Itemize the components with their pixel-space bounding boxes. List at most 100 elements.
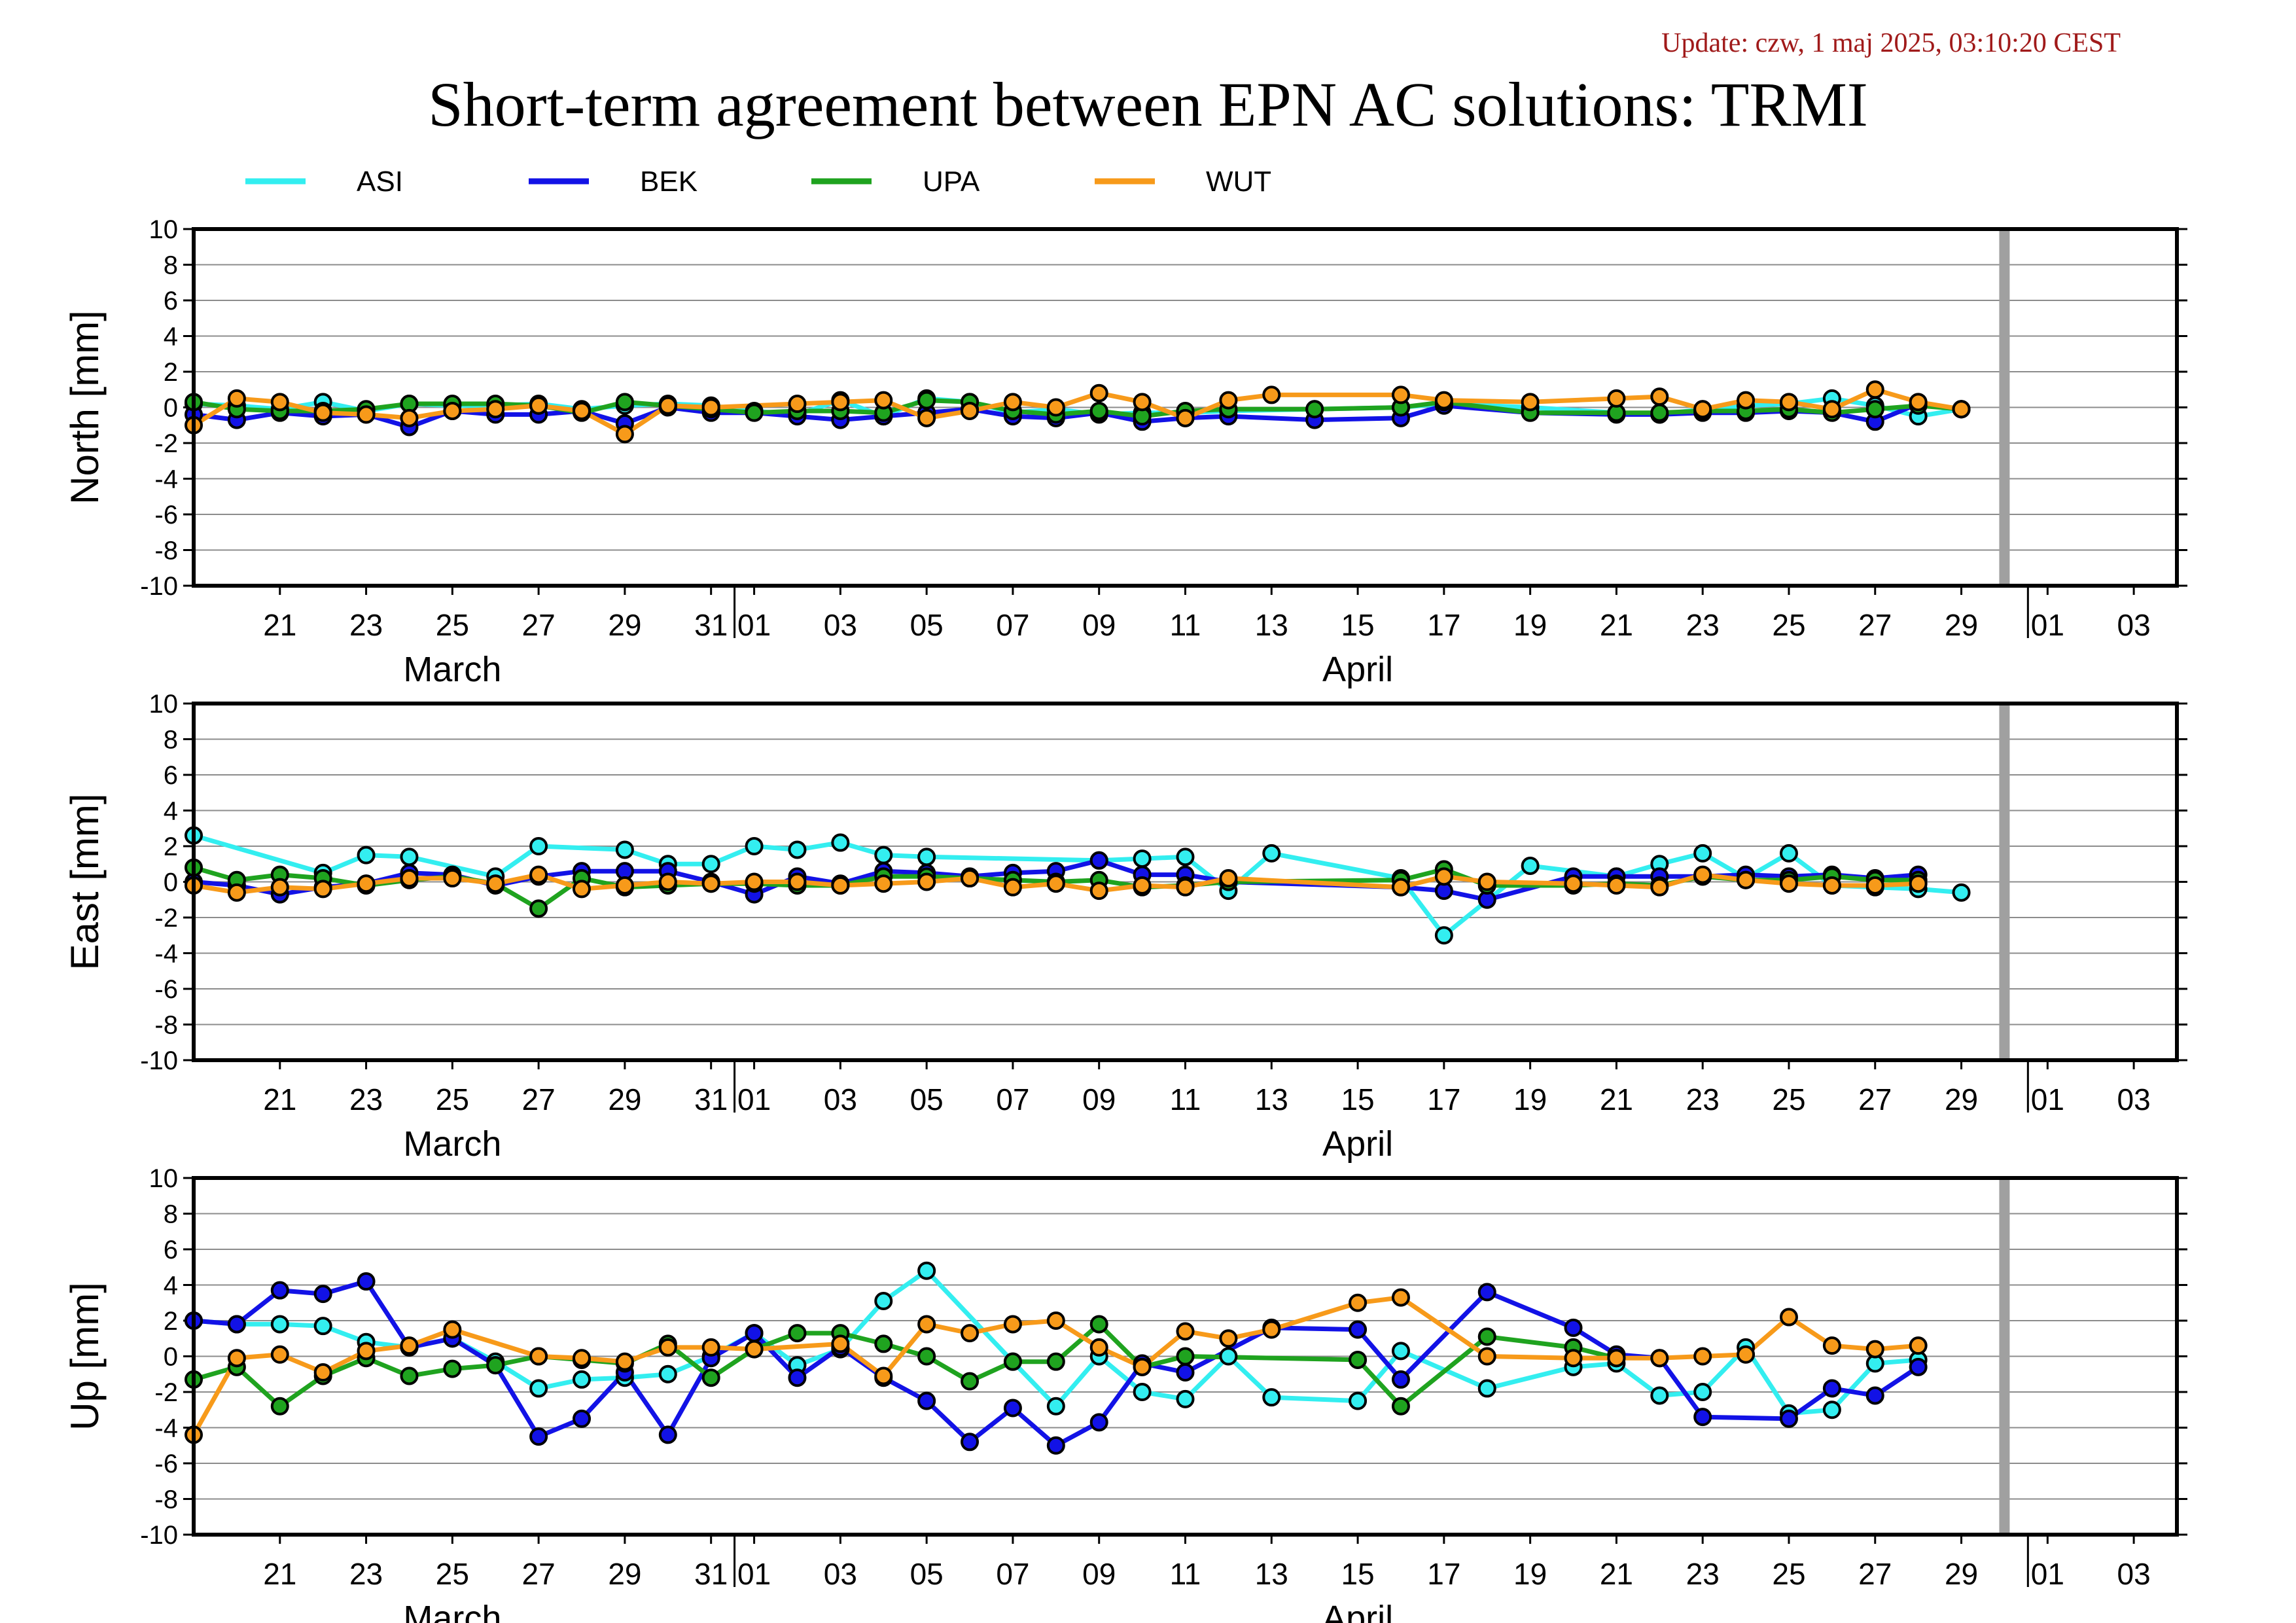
- x-tick-label: 07: [996, 1557, 1029, 1591]
- y-tick-label: -4: [154, 465, 178, 494]
- x-tick-label: 03: [824, 1082, 857, 1116]
- data-point-wut: [1607, 389, 1626, 408]
- data-point-wut: [1262, 1320, 1281, 1339]
- data-point-wut: [1865, 1340, 1884, 1359]
- data-point-wut: [658, 1338, 677, 1357]
- data-point-upa: [443, 1359, 462, 1378]
- data-point-asi: [1822, 1400, 1841, 1419]
- update-timestamp: Update: czw, 1 maj 2025, 03:10:20 CEST: [1661, 28, 2121, 58]
- data-point-wut: [400, 408, 419, 427]
- x-tick-label: 27: [522, 1557, 556, 1591]
- x-tick-label: 07: [996, 1082, 1029, 1116]
- data-point-wut: [313, 1363, 332, 1382]
- x-tick-label: 27: [1858, 1557, 1892, 1591]
- x-tick-label: 17: [1427, 1557, 1460, 1591]
- data-point-wut: [1564, 874, 1583, 893]
- data-point-wut: [831, 876, 850, 895]
- data-point-wut: [313, 880, 332, 899]
- x-tick-label: 17: [1427, 608, 1460, 642]
- data-point-upa: [529, 899, 548, 918]
- data-point-asi: [658, 1364, 677, 1383]
- data-point-wut: [917, 408, 936, 427]
- x-tick-label: 29: [608, 608, 641, 642]
- data-point-wut: [1909, 874, 1928, 893]
- data-point-wut: [573, 880, 592, 899]
- data-point-asi: [313, 1317, 332, 1336]
- x-tick-label: 27: [1858, 608, 1892, 642]
- x-tick-label: 01: [737, 1557, 771, 1591]
- y-tick-label: -2: [154, 429, 178, 458]
- data-point-bek: [745, 1324, 764, 1343]
- data-point-asi: [745, 837, 764, 855]
- data-point-bek: [917, 1391, 936, 1410]
- y-tick-label: -10: [140, 1521, 178, 1550]
- data-point-wut: [1219, 869, 1238, 888]
- data-point-asi: [1391, 1342, 1410, 1361]
- data-point-wut: [573, 1349, 592, 1368]
- data-point-wut: [1779, 393, 1798, 412]
- data-point-asi: [573, 1370, 592, 1389]
- data-point-wut: [529, 865, 548, 884]
- x-tick-label: 13: [1255, 1082, 1288, 1116]
- x-tick-label: 27: [1858, 1082, 1892, 1116]
- data-point-wut: [313, 403, 332, 422]
- month-label: April: [1322, 1599, 1393, 1623]
- y-tick-label: 10: [149, 690, 179, 719]
- data-point-asi: [529, 1379, 548, 1398]
- x-tick-label: 09: [1082, 608, 1116, 642]
- data-point-bek: [1865, 1386, 1884, 1405]
- data-point-wut: [961, 401, 980, 420]
- x-tick-label: 01: [2031, 608, 2064, 642]
- x-tick-label: 23: [1686, 1557, 1720, 1591]
- data-point-wut: [745, 1340, 764, 1359]
- month-label: March: [403, 650, 501, 689]
- y-tick-label: -6: [154, 1450, 178, 1478]
- data-point-bek: [1564, 1318, 1583, 1337]
- data-point-wut: [1822, 400, 1841, 419]
- data-point-upa: [615, 393, 634, 412]
- data-point-wut: [1176, 1322, 1195, 1341]
- data-point-upa: [1089, 1315, 1108, 1334]
- data-point-upa: [486, 1356, 505, 1375]
- x-tick-label: 25: [436, 608, 469, 642]
- data-point-upa: [1003, 1352, 1022, 1371]
- data-point-wut: [1477, 1347, 1496, 1366]
- data-point-bek: [1046, 1436, 1065, 1455]
- data-point-wut: [615, 425, 634, 444]
- legend-label-asi: ASI: [357, 166, 403, 198]
- month-label: April: [1322, 650, 1393, 689]
- data-point-wut: [874, 391, 893, 410]
- data-point-wut: [615, 1352, 634, 1371]
- data-point-bek: [1089, 851, 1108, 870]
- data-point-bek: [658, 1425, 677, 1444]
- x-tick-label: 29: [608, 1082, 641, 1116]
- data-point-wut: [1693, 1347, 1712, 1366]
- x-tick-label: 21: [263, 608, 296, 642]
- data-point-wut: [1693, 865, 1712, 884]
- x-tick-label: 19: [1513, 1082, 1547, 1116]
- legend-label-upa: UPA: [923, 166, 980, 198]
- data-point-wut: [1003, 393, 1022, 412]
- y-tick-label: 8: [164, 726, 178, 755]
- data-point-wut: [443, 401, 462, 420]
- data-point-wut: [1650, 387, 1669, 406]
- data-point-wut: [443, 869, 462, 888]
- data-point-wut: [227, 1349, 246, 1368]
- data-point-wut: [1822, 1336, 1841, 1355]
- data-point-asi: [1521, 856, 1540, 875]
- data-point-wut: [486, 874, 505, 893]
- x-tick-label: 01: [2031, 1082, 2064, 1116]
- month-label: April: [1322, 1124, 1393, 1164]
- data-point-wut: [400, 1336, 419, 1355]
- y-tick-label: -8: [154, 537, 178, 565]
- data-point-upa: [917, 391, 936, 410]
- data-point-upa: [1391, 1397, 1410, 1416]
- data-point-wut: [529, 396, 548, 415]
- data-point-bek: [313, 1285, 332, 1304]
- data-point-wut: [961, 1324, 980, 1343]
- data-point-upa: [1176, 1347, 1195, 1366]
- data-point-wut: [1564, 1349, 1583, 1368]
- x-tick-label: 23: [349, 1082, 383, 1116]
- x-tick-label: 15: [1341, 608, 1374, 642]
- data-point-asi: [1046, 1397, 1065, 1416]
